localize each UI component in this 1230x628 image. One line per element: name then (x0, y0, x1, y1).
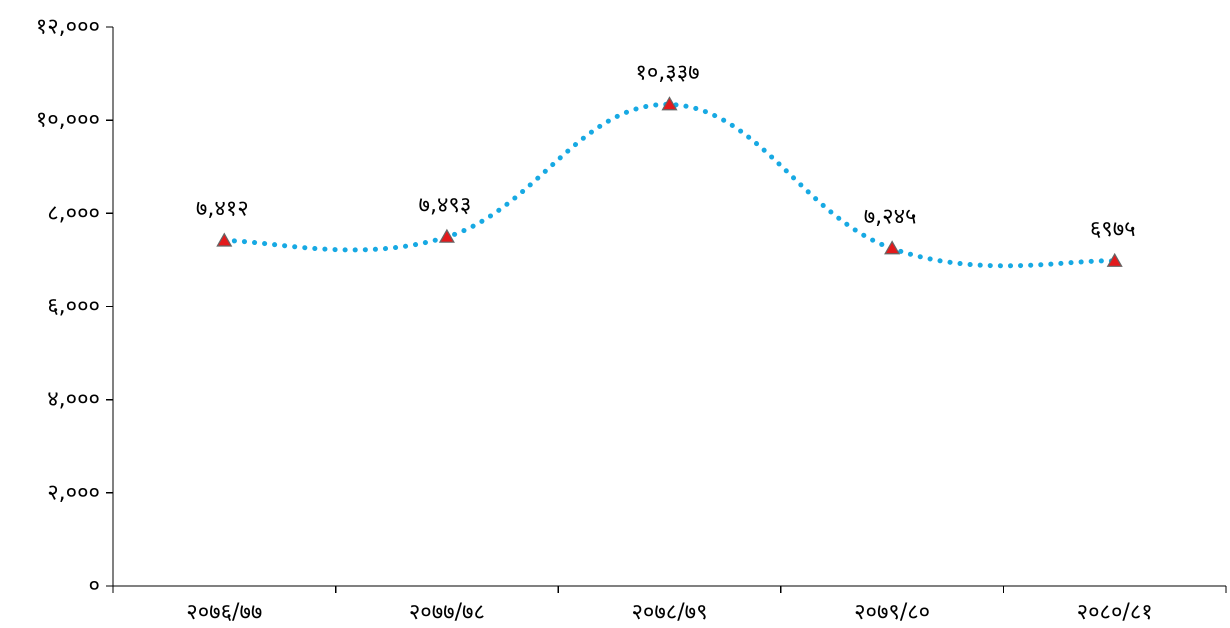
data-label: ६९७५ (1090, 217, 1136, 242)
data-point-marker (1106, 252, 1123, 267)
x-tick-label: २०७६/७७ (186, 600, 262, 625)
data-label: ७,४९३ (419, 193, 472, 218)
y-tick-label: १०,००० (36, 108, 100, 133)
y-tick-label: २,००० (47, 480, 100, 505)
series-line (221, 101, 1118, 269)
x-tick-label: २०७९/८० (854, 600, 930, 625)
data-point-marker (216, 232, 233, 247)
y-tick-label: ६,००० (47, 294, 100, 319)
data-label: ७,२४५ (864, 205, 917, 230)
x-tick-label: २०७८/७९ (631, 600, 707, 625)
data-point-marker (884, 240, 901, 255)
x-tick-label: २०७७/७८ (409, 600, 485, 625)
data-point-marker (438, 228, 455, 243)
y-tick-label: १२,००० (36, 15, 100, 40)
x-tick-label: २०८०/८१ (1077, 600, 1153, 625)
y-tick-label: ४,००० (47, 387, 100, 412)
data-point-marker (661, 96, 678, 111)
data-label: ७,४१२ (196, 197, 249, 222)
data-label: १०,३३७ (635, 60, 699, 85)
y-tick-label: ८,००० (47, 201, 100, 226)
y-tick-label: ० (89, 574, 100, 599)
